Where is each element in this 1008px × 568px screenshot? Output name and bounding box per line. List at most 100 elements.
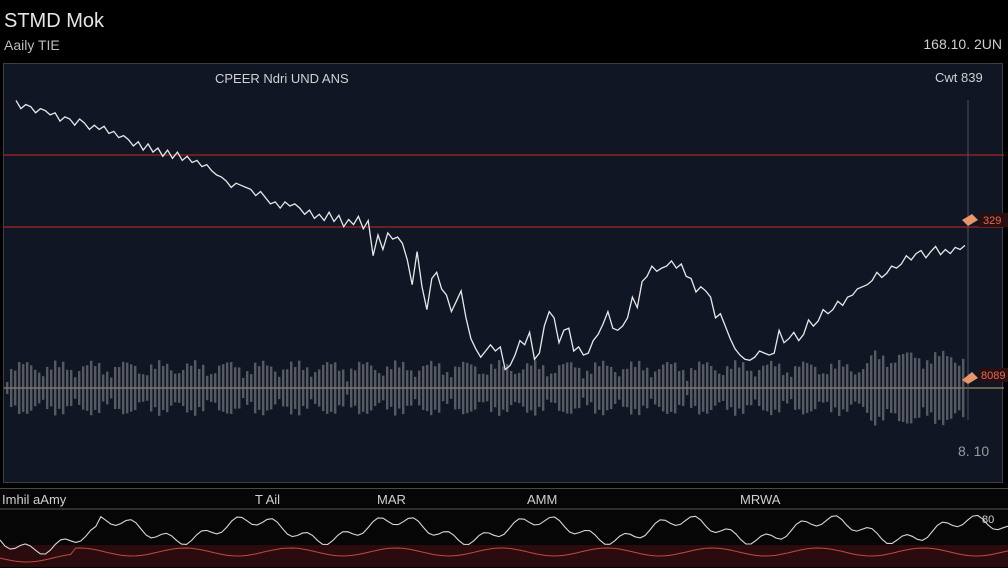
volume-bar [606,365,609,411]
volume-bar [902,354,905,422]
volume-bar [642,370,645,406]
volume-bar [362,364,365,412]
volume-bar [690,368,693,408]
volume-bar [490,364,493,412]
volume-bar [150,364,153,412]
volume-bar [586,370,589,406]
volume-bar [90,360,93,416]
volume-bar [754,376,757,400]
volume-bar [910,352,913,424]
volume-bar [922,368,925,408]
volume-bar [50,369,53,407]
volume-bar [438,363,441,413]
volume-bar [418,370,421,406]
volume-bar [730,368,733,408]
volume-bar [458,366,461,410]
volume-bar [134,366,137,410]
volume-bar [622,369,625,407]
volume-bar [594,362,597,414]
volume-bar [26,362,29,414]
volume-bar [694,370,697,406]
volume-bar [938,356,941,420]
level-marker-2[interactable] [962,372,978,384]
volume-bar [462,361,465,415]
volume-bar [370,365,373,411]
volume-bar [654,371,657,405]
volume-bar [22,364,25,412]
volume-bar [342,369,345,407]
volume-bar [750,370,753,406]
legend-label: CPEER Ndri UND ANS [215,71,349,86]
volume-bar [38,372,41,404]
volume-bar [538,369,541,407]
volume-bar [758,370,761,406]
volume-bar [158,360,161,416]
volume-bar [786,372,789,404]
indicator-label-3: MAR [377,492,406,507]
volume-bar [802,361,805,415]
volume-bar [578,367,581,409]
level-marker-1[interactable] [962,214,978,226]
volume-bar [62,361,65,415]
volume-bar [334,362,337,414]
volume-bar [114,366,117,410]
volume-bar [866,363,869,413]
volume-bar [410,370,413,406]
volume-bar [602,360,605,416]
volume-bar [498,360,501,416]
chart-title: STMD Mok [4,10,104,32]
volume-bar [118,367,121,409]
main-chart-panel[interactable] [3,63,1003,483]
volume-bar [426,364,429,412]
volume-bar [266,365,269,411]
volume-bar [70,369,73,407]
volume-bar [138,373,141,403]
volume-bar [322,364,325,412]
volume-bar [190,365,193,411]
oscillator-signal-line [0,547,1008,563]
volume-bar [78,371,81,405]
volume-bar [686,380,689,396]
chart-subtitle: Aaily TIE [4,37,60,53]
volume-bar [850,371,853,405]
volume-bar [526,363,529,413]
volume-bar [86,365,89,411]
volume-bar [10,369,13,407]
volume-bar [106,371,109,405]
volume-bar [958,365,961,411]
volume-bar [798,366,801,410]
volume-bar [746,370,749,406]
volume-bar [206,375,209,401]
volume-bar [598,366,601,410]
bottom-right-label: 8. 10 [958,443,989,459]
volume-bar [166,363,169,413]
volume-bar [182,369,185,407]
volume-bar [530,365,533,411]
volume-bar [534,360,537,416]
volume-bar [354,370,357,406]
volume-bar [58,367,61,409]
volume-bar [634,366,637,410]
volume-bar [142,374,145,402]
volume-bar [34,369,37,407]
volume-bar [666,362,669,414]
volume-bar [674,362,677,414]
volume-bar [470,364,473,412]
volume-bar [270,366,273,410]
volume-bar [202,364,205,412]
volume-bar [286,369,289,407]
volume-bar [466,362,469,414]
volume-bar [822,373,825,403]
volume-bar [574,367,577,409]
volume-bar [886,366,889,410]
volume-bar [614,372,617,404]
volume-bar [778,363,781,413]
volume-bar [330,364,333,412]
volume-bar [842,366,845,410]
oscillator-line [0,514,1008,555]
volume-bar [638,360,641,416]
volume-bar [178,373,181,403]
volume-bar [430,360,433,416]
volume-bar [662,364,665,412]
